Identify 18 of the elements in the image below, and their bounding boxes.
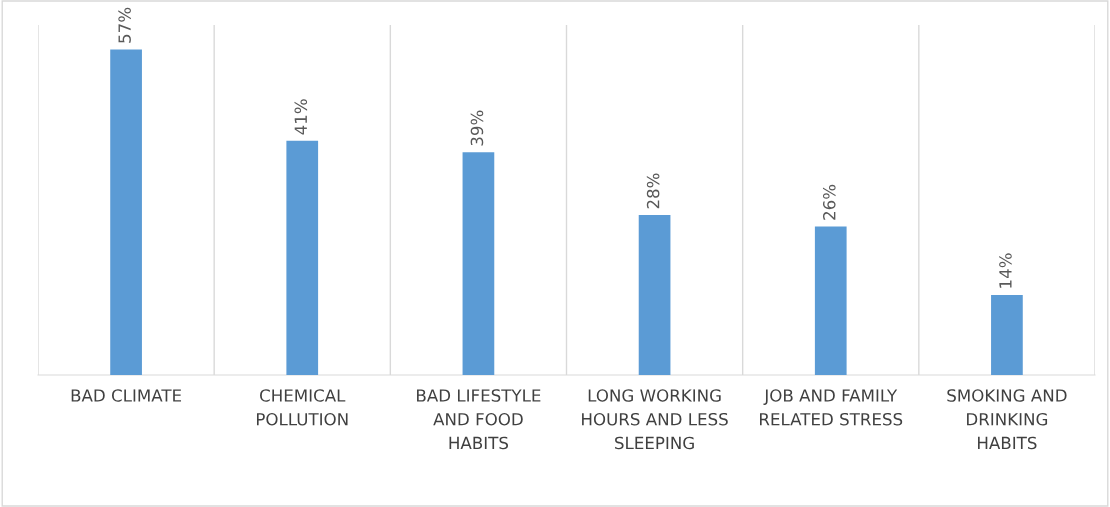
x-tick-label: CHEMICAL POLLUTION [256, 389, 348, 426]
data-label: 57% [118, 7, 131, 43]
bar [814, 226, 847, 375]
bar [638, 215, 671, 375]
bar [286, 140, 319, 375]
data-label: 14% [999, 253, 1012, 288]
x-tick-label: BAD CLIMATE [71, 389, 182, 402]
data-label: 41% [294, 99, 308, 135]
data-label: 39% [470, 110, 484, 146]
data-label: 28% [646, 173, 660, 209]
data-label: 26% [822, 184, 836, 220]
bar [462, 152, 495, 375]
x-tick-label: JOB AND FAMILY RELATED STRESS [760, 389, 903, 426]
bar [991, 295, 1023, 375]
bar [110, 49, 142, 375]
x-tick-label: SMOKING AND DRINKING HABITS [947, 389, 1067, 450]
x-tick-label: BAD LIFESTYLE AND FOOD HABITS [417, 389, 541, 450]
x-tick-label: LONG WORKING HOURS AND LESS SLEEPING [582, 389, 728, 450]
